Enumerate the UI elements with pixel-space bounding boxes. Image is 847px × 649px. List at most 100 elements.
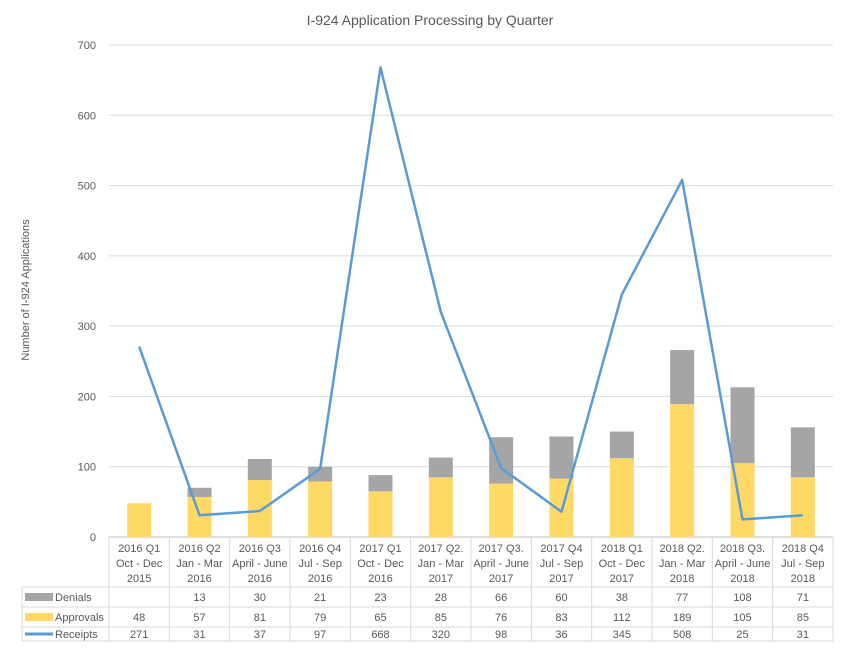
table-cell-value: 37 xyxy=(254,629,266,641)
table-cell-value: 76 xyxy=(495,612,507,624)
x-category-label: Jul - Sep xyxy=(781,558,824,570)
approvals-bar xyxy=(368,491,393,537)
chart-title: I-924 Application Processing by Quarter xyxy=(307,12,554,28)
table-cell-value: 189 xyxy=(673,612,691,624)
x-category-label: 2015 xyxy=(127,573,151,585)
table-cell-value: 48 xyxy=(133,612,145,624)
denials-bar xyxy=(368,475,393,492)
approvals-bar xyxy=(489,483,514,537)
x-category-label: 2017 xyxy=(489,573,513,585)
x-category-label: 2018 xyxy=(730,573,754,585)
approvals-bar xyxy=(609,458,634,537)
legend-key-approvals xyxy=(25,613,53,621)
table-cell-value: 13 xyxy=(193,592,205,604)
y-tick-label: 600 xyxy=(78,110,96,122)
table-cell-value: 320 xyxy=(432,629,450,641)
table-cell-value: 38 xyxy=(616,592,628,604)
table-cell-value: 66 xyxy=(495,592,507,604)
table-cell-value: 83 xyxy=(555,612,567,624)
denials-bar xyxy=(187,487,212,497)
table-cell-value: 112 xyxy=(613,612,631,624)
x-category-label: Jan - Mar xyxy=(418,558,465,570)
table-cell-value: 97 xyxy=(314,629,326,641)
denials-bar xyxy=(428,457,453,478)
y-tick-label: 200 xyxy=(78,391,96,403)
approvals-bar xyxy=(670,404,695,537)
x-category-label: 2018 xyxy=(791,573,815,585)
x-category-label: 2016 xyxy=(308,573,332,585)
approvals-bar xyxy=(308,481,333,537)
table-cell-value: 79 xyxy=(314,612,326,624)
x-category-label: 2017 Q4 xyxy=(540,543,582,555)
table-cell-value: 105 xyxy=(733,612,751,624)
table-cell-value: 23 xyxy=(374,592,386,604)
table-cell-value: 57 xyxy=(193,612,205,624)
x-category-label: 2016 xyxy=(187,573,211,585)
y-tick-label: 100 xyxy=(78,462,96,474)
x-category-label: 2017 Q2. xyxy=(418,543,463,555)
denials-bar xyxy=(549,436,574,479)
table-cell-value: 108 xyxy=(733,592,751,604)
x-category-label: 2018 Q3. xyxy=(720,543,765,555)
x-category-label: Jan - Mar xyxy=(176,558,223,570)
x-category-label: April - June xyxy=(715,558,771,570)
x-category-label: 2017 xyxy=(610,573,634,585)
x-category-label: 2018 Q2. xyxy=(660,543,705,555)
x-category-label: 2016 Q2 xyxy=(178,543,220,555)
x-category-label: 2016 Q3 xyxy=(239,543,281,555)
table-cell-value: 30 xyxy=(254,592,266,604)
approvals-bar xyxy=(428,477,453,537)
table-cell-value: 81 xyxy=(254,612,266,624)
x-category-label: 2017 xyxy=(429,573,453,585)
x-category-label: Jan - Mar xyxy=(659,558,706,570)
table-cell-value: 60 xyxy=(555,592,567,604)
denials-bar xyxy=(247,458,272,481)
table-cell-value: 21 xyxy=(314,592,326,604)
receipts-line xyxy=(137,66,803,521)
table-cell-value: 25 xyxy=(736,629,748,641)
x-category-label: April - June xyxy=(232,558,288,570)
legend-label: Approvals xyxy=(55,612,104,624)
table-cell-value: 271 xyxy=(130,629,148,641)
legend-label: Receipts xyxy=(55,629,98,641)
x-category-label: Oct - Dec xyxy=(599,558,646,570)
table-cell-value: 28 xyxy=(435,592,447,604)
y-tick-label: 300 xyxy=(78,321,96,333)
x-category-label: 2017 Q1 xyxy=(359,543,401,555)
table-cell-value: 77 xyxy=(676,592,688,604)
denials-bar xyxy=(790,427,815,478)
table-cell-value: 85 xyxy=(435,612,447,624)
denials-bar xyxy=(670,350,695,405)
legend-key-denials xyxy=(25,593,53,601)
approvals-bar xyxy=(127,503,152,537)
x-category-label: 2018 Q4 xyxy=(782,543,824,555)
table-cell-value: 345 xyxy=(613,629,631,641)
x-category-label: 2017 Q3. xyxy=(479,543,524,555)
table-cell-value: 31 xyxy=(193,629,205,641)
y-tick-label: 0 xyxy=(90,532,96,544)
table-cell-value: 668 xyxy=(371,629,389,641)
x-category-label: 2016 xyxy=(368,573,392,585)
approvals-bar xyxy=(247,480,272,537)
x-category-label: Oct - Dec xyxy=(116,558,163,570)
x-category-label: Jul - Sep xyxy=(298,558,341,570)
table-cell-value: 508 xyxy=(673,629,691,641)
table-cell-value: 71 xyxy=(797,592,809,604)
legend-label: Denials xyxy=(55,592,92,604)
y-axis-label: Number of I-924 Applications xyxy=(20,219,32,361)
x-category-label: April - June xyxy=(473,558,529,570)
denials-bar xyxy=(308,466,333,482)
x-category-label: 2016 xyxy=(248,573,272,585)
table-cell-value: 98 xyxy=(495,629,507,641)
approvals-bar xyxy=(790,477,815,537)
x-category-label: 2018 xyxy=(670,573,694,585)
denials-bar xyxy=(609,431,634,459)
x-category-label: 2018 Q1 xyxy=(601,543,643,555)
denials-bar xyxy=(730,387,755,464)
x-category-label: 2017 xyxy=(549,573,573,585)
y-tick-label: 500 xyxy=(78,181,96,193)
table-cell-value: 31 xyxy=(797,629,809,641)
table-cell-value: 85 xyxy=(797,612,809,624)
y-tick-label: 400 xyxy=(78,251,96,263)
